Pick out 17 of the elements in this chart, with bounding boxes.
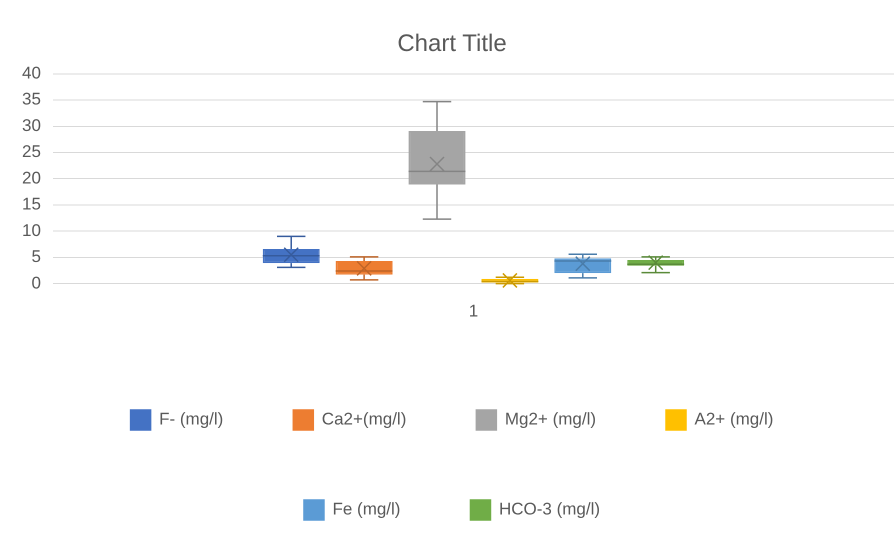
y-tick-label: 30 [22,116,41,135]
x-tick-label: 1 [468,301,478,320]
legend-label: Ca2+(mg/l) [322,410,406,429]
y-tick-label: 15 [22,194,41,214]
y-tick-label: 20 [22,168,41,188]
legend-label: HCO-3 (mg/l) [498,500,600,519]
y-tick-label: 0 [31,273,41,292]
legend-label: Fe (mg/l) [332,500,400,519]
y-tick-label: 10 [22,220,41,240]
y-tick-label: 35 [22,90,41,109]
chart-title: Chart Title [397,30,507,58]
y-tick-label: 25 [22,142,41,162]
legend-label: A2+ (mg/l) [694,410,774,429]
legend-label: Mg2+ (mg/l) [504,410,596,429]
y-tick-label: 40 [22,63,41,82]
y-tick-label: 5 [31,247,41,266]
legend-label: F- (mg/l) [159,410,224,429]
